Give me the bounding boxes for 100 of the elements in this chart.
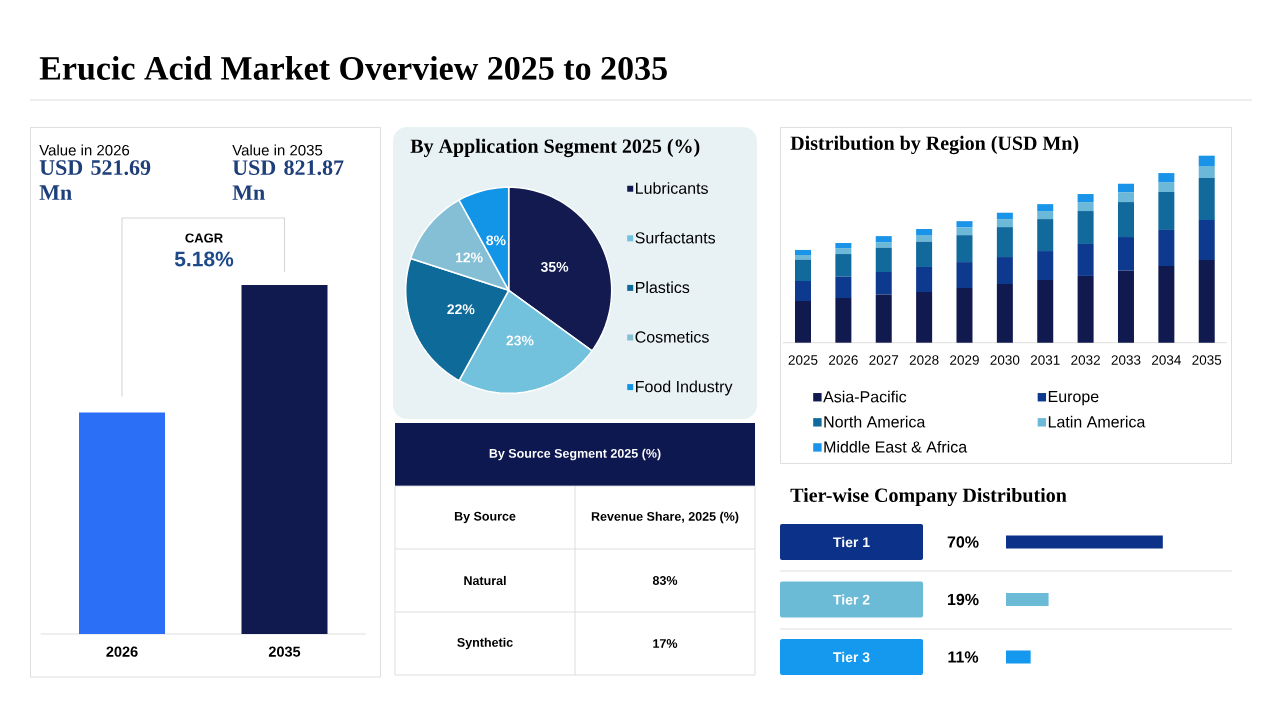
bar — [1037, 280, 1054, 343]
data-label: USD 821.87 Mn — [232, 160, 344, 200]
bar — [1117, 270, 1134, 343]
bar — [1158, 266, 1175, 343]
bar — [1158, 182, 1175, 192]
bar — [1117, 183, 1134, 193]
bar — [996, 257, 1013, 284]
bar — [956, 288, 973, 343]
data-label: 8% — [486, 235, 506, 246]
x-tick-label: 2028 — [909, 355, 939, 365]
x-tick-label: 2032 — [1071, 355, 1100, 365]
data-label: 23% — [506, 335, 534, 346]
bar — [1037, 211, 1054, 220]
bar — [835, 276, 852, 298]
text: Value in 2026 — [39, 144, 130, 156]
x-tick-label: 2034 — [1152, 355, 1181, 365]
text: Erucic Acid Market Overview 2025 to 2035 — [39, 55, 667, 80]
bar — [1037, 204, 1054, 212]
legend-label: Cosmetics — [635, 330, 709, 343]
text: By Source Segment 2025 (%) — [489, 448, 661, 461]
bar — [1198, 260, 1215, 343]
bar — [996, 219, 1013, 228]
bar — [835, 243, 852, 249]
bar — [956, 227, 973, 236]
bar — [996, 227, 1013, 258]
x-tick-label: 2030 — [990, 355, 1020, 365]
text: Revenue Share, 2025 (%) — [591, 511, 739, 524]
bar — [1117, 192, 1134, 203]
text: 5.18% — [174, 251, 234, 267]
x-tick-label: 2035 — [1192, 355, 1222, 365]
category-label: Synthetic — [457, 637, 513, 650]
legend-label: North America — [824, 415, 926, 428]
bar — [875, 272, 892, 295]
x-tick-label: 2033 — [1111, 355, 1141, 365]
legend-label: Europe — [1048, 390, 1099, 406]
bar — [835, 248, 852, 255]
bar — [1158, 229, 1175, 267]
bar — [916, 234, 933, 242]
bar — [795, 249, 811, 255]
data-label: 70% — [947, 536, 979, 548]
y-tick-label: Tier 3 — [833, 651, 870, 663]
x-tick-label: 2027 — [869, 355, 899, 365]
data-label: 11% — [948, 651, 979, 663]
data-label: USD 521.69 Mn — [39, 160, 151, 200]
legend-label: Latin America — [1048, 415, 1146, 428]
bar — [875, 242, 892, 248]
bar — [1077, 275, 1094, 343]
bar — [1117, 202, 1134, 238]
data-label: 12% — [455, 252, 483, 263]
x-tick-label: 2025 — [788, 355, 818, 365]
bar — [996, 212, 1013, 220]
bar — [996, 283, 1013, 343]
data-label: 35% — [540, 261, 569, 272]
chart-title: Tier-wise Company Distribution — [790, 487, 1067, 507]
data-label: 19% — [948, 593, 979, 606]
text: Value in 2035 — [232, 144, 323, 156]
bar — [875, 247, 892, 273]
bar — [956, 221, 973, 228]
legend-label: Surfactants — [635, 231, 716, 244]
bar — [1077, 211, 1094, 244]
legend-label: Lubricants — [636, 182, 708, 194]
text: CAGR — [185, 233, 223, 243]
bar — [916, 266, 933, 293]
x-tick-label: 2035 — [268, 646, 301, 657]
bar — [795, 254, 811, 260]
bar — [1077, 243, 1094, 276]
bar — [795, 280, 811, 301]
bar — [956, 262, 973, 289]
bar — [795, 259, 811, 281]
bar — [1198, 177, 1215, 221]
text: 17% — [653, 639, 678, 648]
bar — [916, 229, 933, 235]
x-tick-label: 2031 — [1030, 355, 1060, 365]
bar — [916, 292, 933, 343]
bar — [916, 241, 933, 267]
bar — [956, 235, 973, 263]
bar — [1077, 194, 1094, 203]
text: By Source — [454, 511, 516, 524]
bar — [835, 254, 852, 277]
text: 83% — [652, 576, 678, 585]
legend-label: Food Industry — [636, 380, 733, 396]
data-label: 22% — [447, 304, 475, 315]
bar — [1077, 202, 1094, 212]
category-label: Natural — [464, 575, 506, 586]
bar — [835, 298, 852, 343]
y-tick-label: Tier 2 — [833, 594, 870, 605]
legend-label: Plastics — [636, 281, 690, 294]
bar — [1037, 251, 1054, 281]
x-tick-label: 2029 — [950, 355, 979, 365]
bar — [1117, 237, 1134, 271]
bar — [1158, 191, 1175, 230]
text: By Application Segment 2025 (%) — [410, 138, 700, 158]
x-tick-label: 2026 — [829, 355, 858, 365]
x-tick-label: 2026 — [106, 646, 138, 657]
bar — [795, 301, 811, 343]
bar — [1037, 219, 1054, 252]
bar — [1158, 173, 1175, 183]
bar — [875, 236, 892, 243]
bar — [1198, 155, 1215, 166]
bar — [1198, 220, 1215, 261]
